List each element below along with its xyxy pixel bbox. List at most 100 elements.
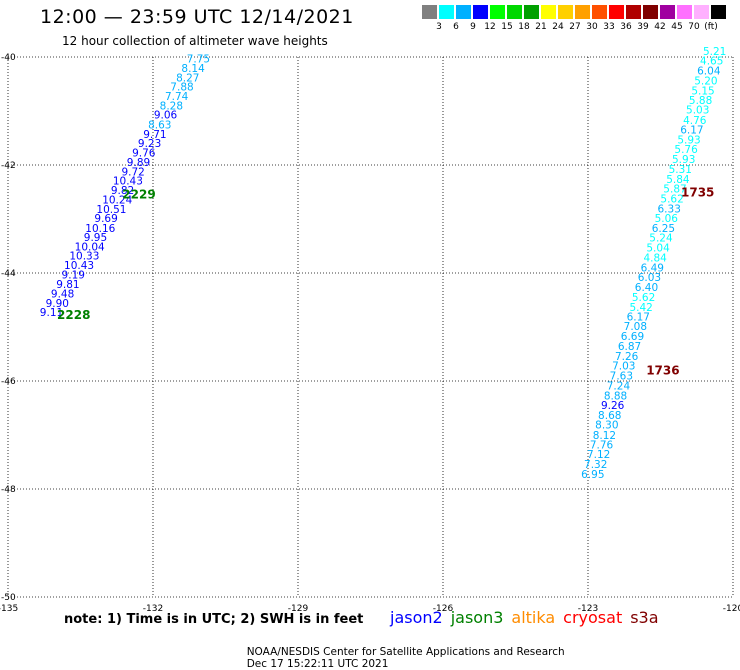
wave-height-point: 5.06 [655,213,679,225]
wave-height-point: 4.65 [700,56,723,68]
scale-swatch [524,5,539,19]
scale-label: 9 [470,22,476,32]
wave-height-point: 9.72 [121,166,144,178]
scale-swatch [677,5,692,19]
scale-label: 27 [569,22,581,32]
wave-height-point: 5.03 [686,105,709,117]
satellite-cryosat: cryosat [563,608,623,627]
x-tick-label: -129 [288,604,309,614]
wave-height-point: 9.89 [127,157,150,169]
wave-height-point: 5.88 [689,95,712,107]
wave-height-point: 6.87 [618,341,641,353]
scale-label: 36 [620,22,632,32]
wave-height-point: 7.74 [165,91,189,103]
wave-height-point: 7.24 [607,381,631,393]
wave-height-point: 9.71 [143,129,166,141]
chart-title: 12:00 — 23:59 UTC 12/14/2021 [40,6,354,28]
wave-height-point: 9.81 [56,279,79,291]
wave-height-point: 6.49 [641,262,664,274]
scale-label: 42 [654,22,666,32]
scale-swatch [507,5,522,19]
wave-height-labels: 7.758.148.277.887.748.289.068.639.719.23… [40,46,727,481]
wave-height-point: 9.19 [62,269,85,281]
scale-swatch [626,5,641,19]
x-tick-label: -126 [433,604,454,614]
wave-height-point: 7.76 [590,440,614,452]
satellite-jason3: jason3 [450,608,504,627]
wave-height-point: 9.69 [94,213,117,225]
wave-height-point: 6.04 [697,65,721,77]
scale-swatch [575,5,590,19]
chart-subtitle: 12 hour collection of altimeter wave hei… [62,34,328,48]
scale-label: 18 [518,22,530,32]
wave-height-point: 5.84 [666,174,690,186]
wave-height-point: 7.08 [624,321,647,333]
wave-height-point: 6.69 [621,331,644,343]
wave-height-point: 5.62 [632,292,655,304]
wave-height-point: 6.40 [635,282,658,294]
y-tick-label: -40 [1,53,16,63]
scale-unit: (ft) [704,22,718,32]
wave-height-point: 10.24 [102,194,132,206]
scale-swatch [694,5,709,19]
scale-label: 6 [453,22,459,32]
wave-height-point: 9.48 [51,288,74,300]
scale-swatch [592,5,607,19]
wave-height-point: 8.63 [148,119,171,131]
scale-swatch [473,5,488,19]
wave-height-point: 5.42 [629,302,652,314]
scale-swatch [660,5,675,19]
wave-height-point: 10.16 [85,223,115,235]
scale-label: 70 [688,22,700,32]
wave-height-point: 4.76 [683,115,707,127]
wave-height-point: 5.87 [663,184,686,196]
wave-height-point: 5.76 [674,144,698,156]
wave-height-point: 8.30 [595,420,618,432]
wave-height-point: 5.04 [646,242,670,254]
axis-ticks: -135 -132 -129 -126 -123 -120 -40 -42 -44 -46 -48 -… [0,53,740,614]
footer-credit: NOAA/NESDIS Center for Satellite Applica… [246,646,565,658]
y-tick-label: -42 [1,161,16,171]
wave-height-point: 10.43 [64,260,94,272]
time-labels: 2229 2228 1735 1736 [57,185,714,377]
wave-height-point: 8.27 [176,72,199,84]
scale-swatch [439,5,454,19]
wave-height-point: 6.17 [680,125,703,137]
scale-label: 39 [637,22,649,32]
wave-height-point: 7.32 [584,459,607,471]
wave-height-point: 7.03 [612,361,635,373]
wave-height-point: 10.51 [96,204,126,216]
wave-height-point: 5.62 [660,193,683,205]
scale-swatch [490,5,505,19]
wave-height-point: 7.63 [610,370,633,382]
scale-swatch [422,5,437,19]
y-tick-label: -50 [1,593,16,603]
time-label: 2228 [57,308,90,322]
scale-swatch [643,5,658,19]
scale-label: 12 [484,22,496,32]
wave-height-point: 9.90 [46,298,69,310]
x-tick-label: -132 [143,604,163,614]
scale-label: 15 [501,22,513,32]
time-label: 2229 [122,187,155,201]
wave-height-point: 7.75 [187,53,210,65]
footer: NOAA/NESDIS Center for Satellite Applica… [240,634,579,670]
satellite-jason2: jason2 [390,608,443,627]
wave-height-point: 8.88 [604,390,627,402]
x-tick-label: -120 [723,604,740,614]
y-tick-label: -46 [1,377,16,387]
wave-height-point: 4.84 [643,253,667,265]
satellite-s3a: s3a [630,608,659,627]
scale-swatch [456,5,471,19]
wave-height-point: 10.43 [113,175,143,187]
footer-timestamp: Dec 17 15:22:11 UTC 2021 [246,658,389,670]
wave-height-point: 5.20 [694,76,717,88]
time-label: 1735 [681,185,714,199]
scale-label: 30 [586,22,598,32]
wave-height-point: 8.12 [593,430,616,442]
scale-label: 24 [552,22,564,32]
wave-height-point: 5.15 [691,85,714,97]
wave-height-point: 9.23 [138,138,161,150]
wave-height-point: 7.88 [170,81,193,93]
wave-height-point: 10.33 [69,251,99,263]
